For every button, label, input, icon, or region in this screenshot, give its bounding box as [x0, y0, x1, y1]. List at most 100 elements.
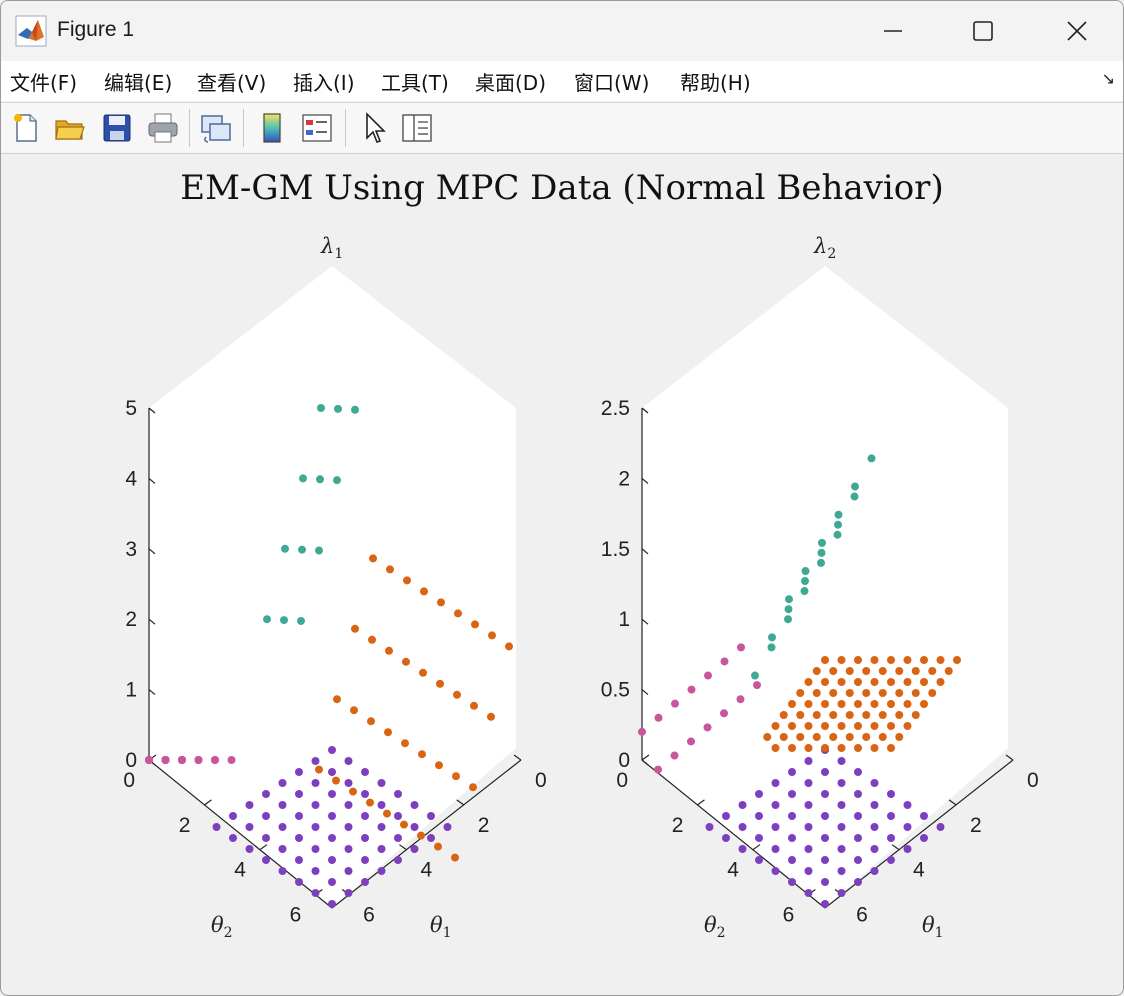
new-figure-icon[interactable] — [9, 111, 43, 145]
scatter-point — [837, 656, 846, 664]
scatter-point — [804, 700, 813, 708]
scatter-point — [768, 633, 776, 642]
scatter-point — [812, 733, 821, 741]
scatter-point — [328, 790, 336, 798]
menu-window[interactable]: 窗口(W) — [574, 71, 650, 95]
insert-legend-icon[interactable] — [300, 111, 334, 145]
minimize-button[interactable] — [847, 1, 939, 61]
scatter-point — [262, 812, 270, 820]
scatter-point — [854, 834, 862, 842]
scatter-point — [763, 733, 772, 741]
scatter-point — [837, 744, 846, 752]
menu-help[interactable]: 帮助(H) — [680, 71, 751, 95]
close-button[interactable] — [1031, 1, 1123, 61]
scatter-point — [936, 656, 945, 664]
menu-file[interactable]: 文件(F) — [10, 71, 78, 95]
scatter-point — [800, 587, 809, 596]
scatter-point — [278, 779, 287, 787]
scatter-point — [311, 867, 320, 875]
scatter-point — [887, 812, 895, 820]
scatter-point — [350, 706, 358, 715]
theta2-tick-mark — [259, 844, 268, 851]
z-tick-mark — [641, 548, 649, 555]
scatter-point — [854, 678, 862, 686]
plot-canvas[interactable]: 0 1 2 3 4 5 0 2 4 6 0 2 4 6 λ1 θ2 θ1 0 0.5 1 1.5 2 2.5 0… — [1, 154, 1123, 995]
scatter-point — [903, 823, 912, 831]
scatter-point — [812, 711, 821, 719]
scatter-point — [784, 615, 792, 624]
scatter-point — [862, 733, 871, 741]
scatter-point — [720, 709, 728, 718]
theta1-ticks: 0 2 4 6 — [834, 754, 1039, 927]
scatter-point — [920, 700, 928, 708]
maximize-button[interactable] — [937, 1, 1029, 61]
scatter-point — [505, 642, 513, 651]
scatter-point — [361, 812, 369, 820]
scatter-point — [771, 779, 780, 787]
toolbar-separator — [243, 109, 244, 147]
scatter-point — [361, 834, 369, 842]
scatter-point — [870, 801, 879, 809]
theta1-tick-label: 6 — [856, 904, 868, 927]
scatter-point — [263, 615, 271, 624]
subplot-lambda2[interactable]: 0 0.5 1 1.5 2 2.5 0 2 4 6 0 2 4 6 λ2 θ2 θ1 — [601, 234, 1039, 941]
scatter-point — [410, 801, 419, 809]
scatter-point — [687, 737, 695, 746]
theta2-tick-mark — [752, 844, 761, 851]
menu-view[interactable]: 查看(V) — [197, 71, 267, 95]
scatter-point — [821, 856, 829, 864]
theta1-tick-mark — [1005, 754, 1014, 761]
scatter-point — [771, 867, 780, 875]
scatter-point — [796, 711, 805, 719]
scatter-point — [401, 739, 409, 748]
scatter-point — [328, 856, 336, 864]
maximize-icon — [973, 21, 993, 41]
theta1-tick-mark — [399, 844, 407, 851]
theta1-axis-label: θ1 — [922, 913, 944, 941]
menu-tools[interactable]: 工具(T) — [381, 71, 449, 95]
scatter-point — [349, 787, 357, 796]
open-file-icon[interactable] — [53, 111, 87, 145]
scatter-point — [870, 823, 879, 831]
theta2-axis-label: θ2 — [704, 913, 726, 941]
scatter-point — [368, 635, 376, 644]
scatter-point — [295, 812, 303, 820]
link-plot-icon[interactable] — [199, 111, 233, 145]
title-bar[interactable]: Figure 1 — [1, 1, 1123, 61]
z-tick-mark — [148, 407, 156, 414]
save-icon[interactable] — [100, 111, 134, 145]
scatter-point — [804, 823, 813, 831]
property-inspector-icon[interactable] — [400, 111, 434, 145]
theta2-axis-label: θ2 — [211, 913, 233, 941]
scatter-point — [638, 727, 646, 736]
z-tick-label: 1.5 — [601, 538, 630, 561]
z-axis-label: λ2 — [813, 234, 836, 262]
z-axis-label: λ1 — [320, 234, 343, 262]
insert-colorbar-icon[interactable] — [255, 111, 289, 145]
menu-desktop[interactable]: 桌面(D) — [475, 71, 547, 95]
theta1-tick-label: 4 — [420, 859, 432, 882]
scatter-point — [895, 733, 904, 741]
scatter-point — [887, 722, 895, 730]
scatter-point — [920, 656, 928, 664]
edit-plot-arrow-icon[interactable] — [357, 111, 391, 145]
scatter-point — [315, 546, 323, 555]
scatter-point — [867, 454, 876, 463]
print-icon[interactable] — [146, 111, 180, 145]
scatter-point — [377, 845, 386, 853]
scatter-point — [471, 620, 479, 629]
dock-arrow-icon[interactable]: ↘ — [1101, 69, 1115, 88]
scatter-point — [386, 565, 394, 574]
scatter-point — [837, 867, 846, 875]
scatter-point — [801, 577, 809, 586]
menu-edit[interactable]: 编辑(E) — [104, 71, 173, 95]
subplot-lambda1[interactable]: 0 1 2 3 4 5 0 2 4 6 0 2 4 6 λ1 θ2 θ1 — [123, 234, 546, 941]
scatter-point — [788, 768, 796, 776]
scatter-point — [361, 878, 369, 886]
scatter-point — [821, 878, 829, 886]
scatter-point — [804, 867, 813, 875]
menu-insert[interactable]: 插入(I) — [293, 71, 355, 95]
theta1-tick-mark — [513, 754, 522, 761]
figure-canvas[interactable]: EM-GM Using MPC Data (Normal Behavior) 0… — [1, 154, 1123, 995]
theta2-tick-label: 6 — [290, 904, 302, 927]
